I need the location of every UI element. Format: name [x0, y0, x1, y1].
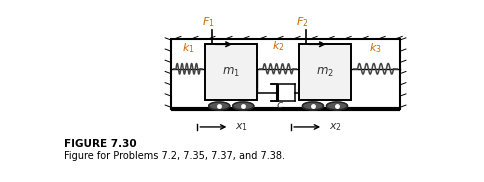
Text: FIGURE 7.30: FIGURE 7.30	[64, 139, 137, 149]
Polygon shape	[233, 102, 254, 110]
Text: $k_3$: $k_3$	[369, 41, 382, 55]
Text: $F_1$: $F_1$	[202, 15, 215, 29]
Text: $m_2$: $m_2$	[316, 66, 334, 79]
Polygon shape	[209, 102, 230, 110]
Text: $k_2$: $k_2$	[272, 39, 284, 53]
Text: $m_1$: $m_1$	[222, 66, 240, 79]
Polygon shape	[302, 102, 323, 110]
Text: $c$: $c$	[276, 100, 284, 110]
Polygon shape	[327, 102, 348, 110]
Text: $F_2$: $F_2$	[296, 15, 309, 29]
Text: $x_2$: $x_2$	[329, 121, 342, 133]
Bar	[205, 44, 257, 100]
Text: Figure for Problems 7.2, 7.35, 7.37, and 7.38.: Figure for Problems 7.2, 7.35, 7.37, and…	[64, 151, 285, 161]
Text: $x_1$: $x_1$	[235, 121, 248, 133]
Text: $k_1$: $k_1$	[182, 41, 195, 55]
Bar	[299, 44, 351, 100]
